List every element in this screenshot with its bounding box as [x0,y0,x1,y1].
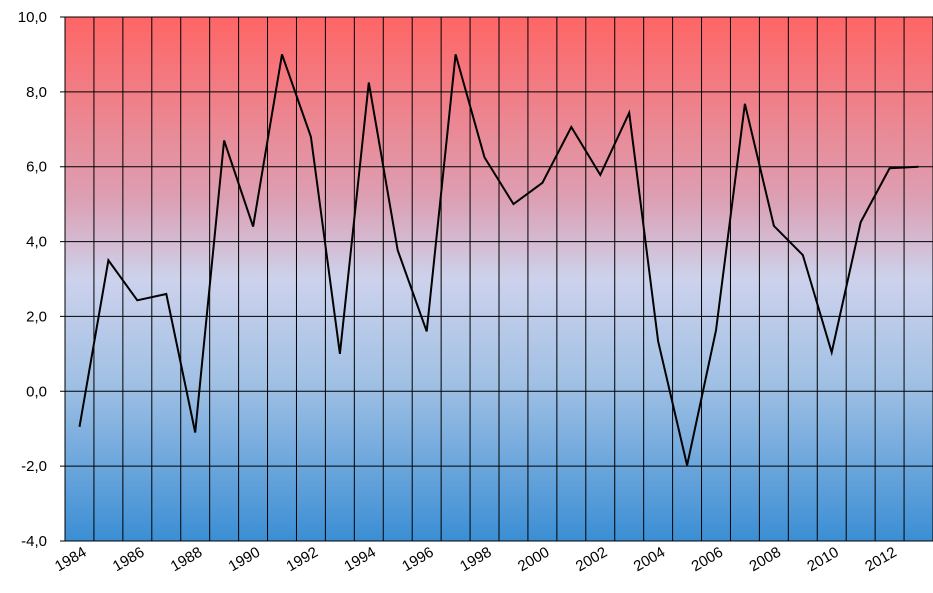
x-tick-label: 2010 [804,544,841,575]
x-tick-label: 1994 [341,544,378,575]
y-tick-label: 6,0 [26,159,47,176]
y-tick-label: 2,0 [26,308,47,325]
x-tick-label: 2004 [631,544,668,575]
x-tick-label: 1990 [226,544,263,575]
x-tick-label: 2000 [515,544,552,575]
x-tick-label: 1996 [399,544,436,575]
x-tick-label: 1992 [284,544,321,575]
y-tick-label: 4,0 [26,234,47,251]
y-tick-label: 10,0 [18,9,47,26]
x-tick-label: 1988 [168,544,205,575]
x-tick-label: 1986 [110,544,147,575]
x-tick-label: 2008 [746,544,783,575]
x-tick-label: 1984 [52,544,89,575]
data-line [78,54,919,466]
y-tick-label: -2,0 [21,458,47,475]
y-tick-label: 8,0 [26,84,47,101]
x-tick-label: 1998 [457,544,494,575]
x-tick-label: 2006 [689,544,726,575]
y-tick-label: 0,0 [26,383,47,400]
x-tick-label: 2002 [573,544,610,575]
x-tick-label: 2012 [862,544,899,575]
y-tick-label: -4,0 [21,533,47,550]
